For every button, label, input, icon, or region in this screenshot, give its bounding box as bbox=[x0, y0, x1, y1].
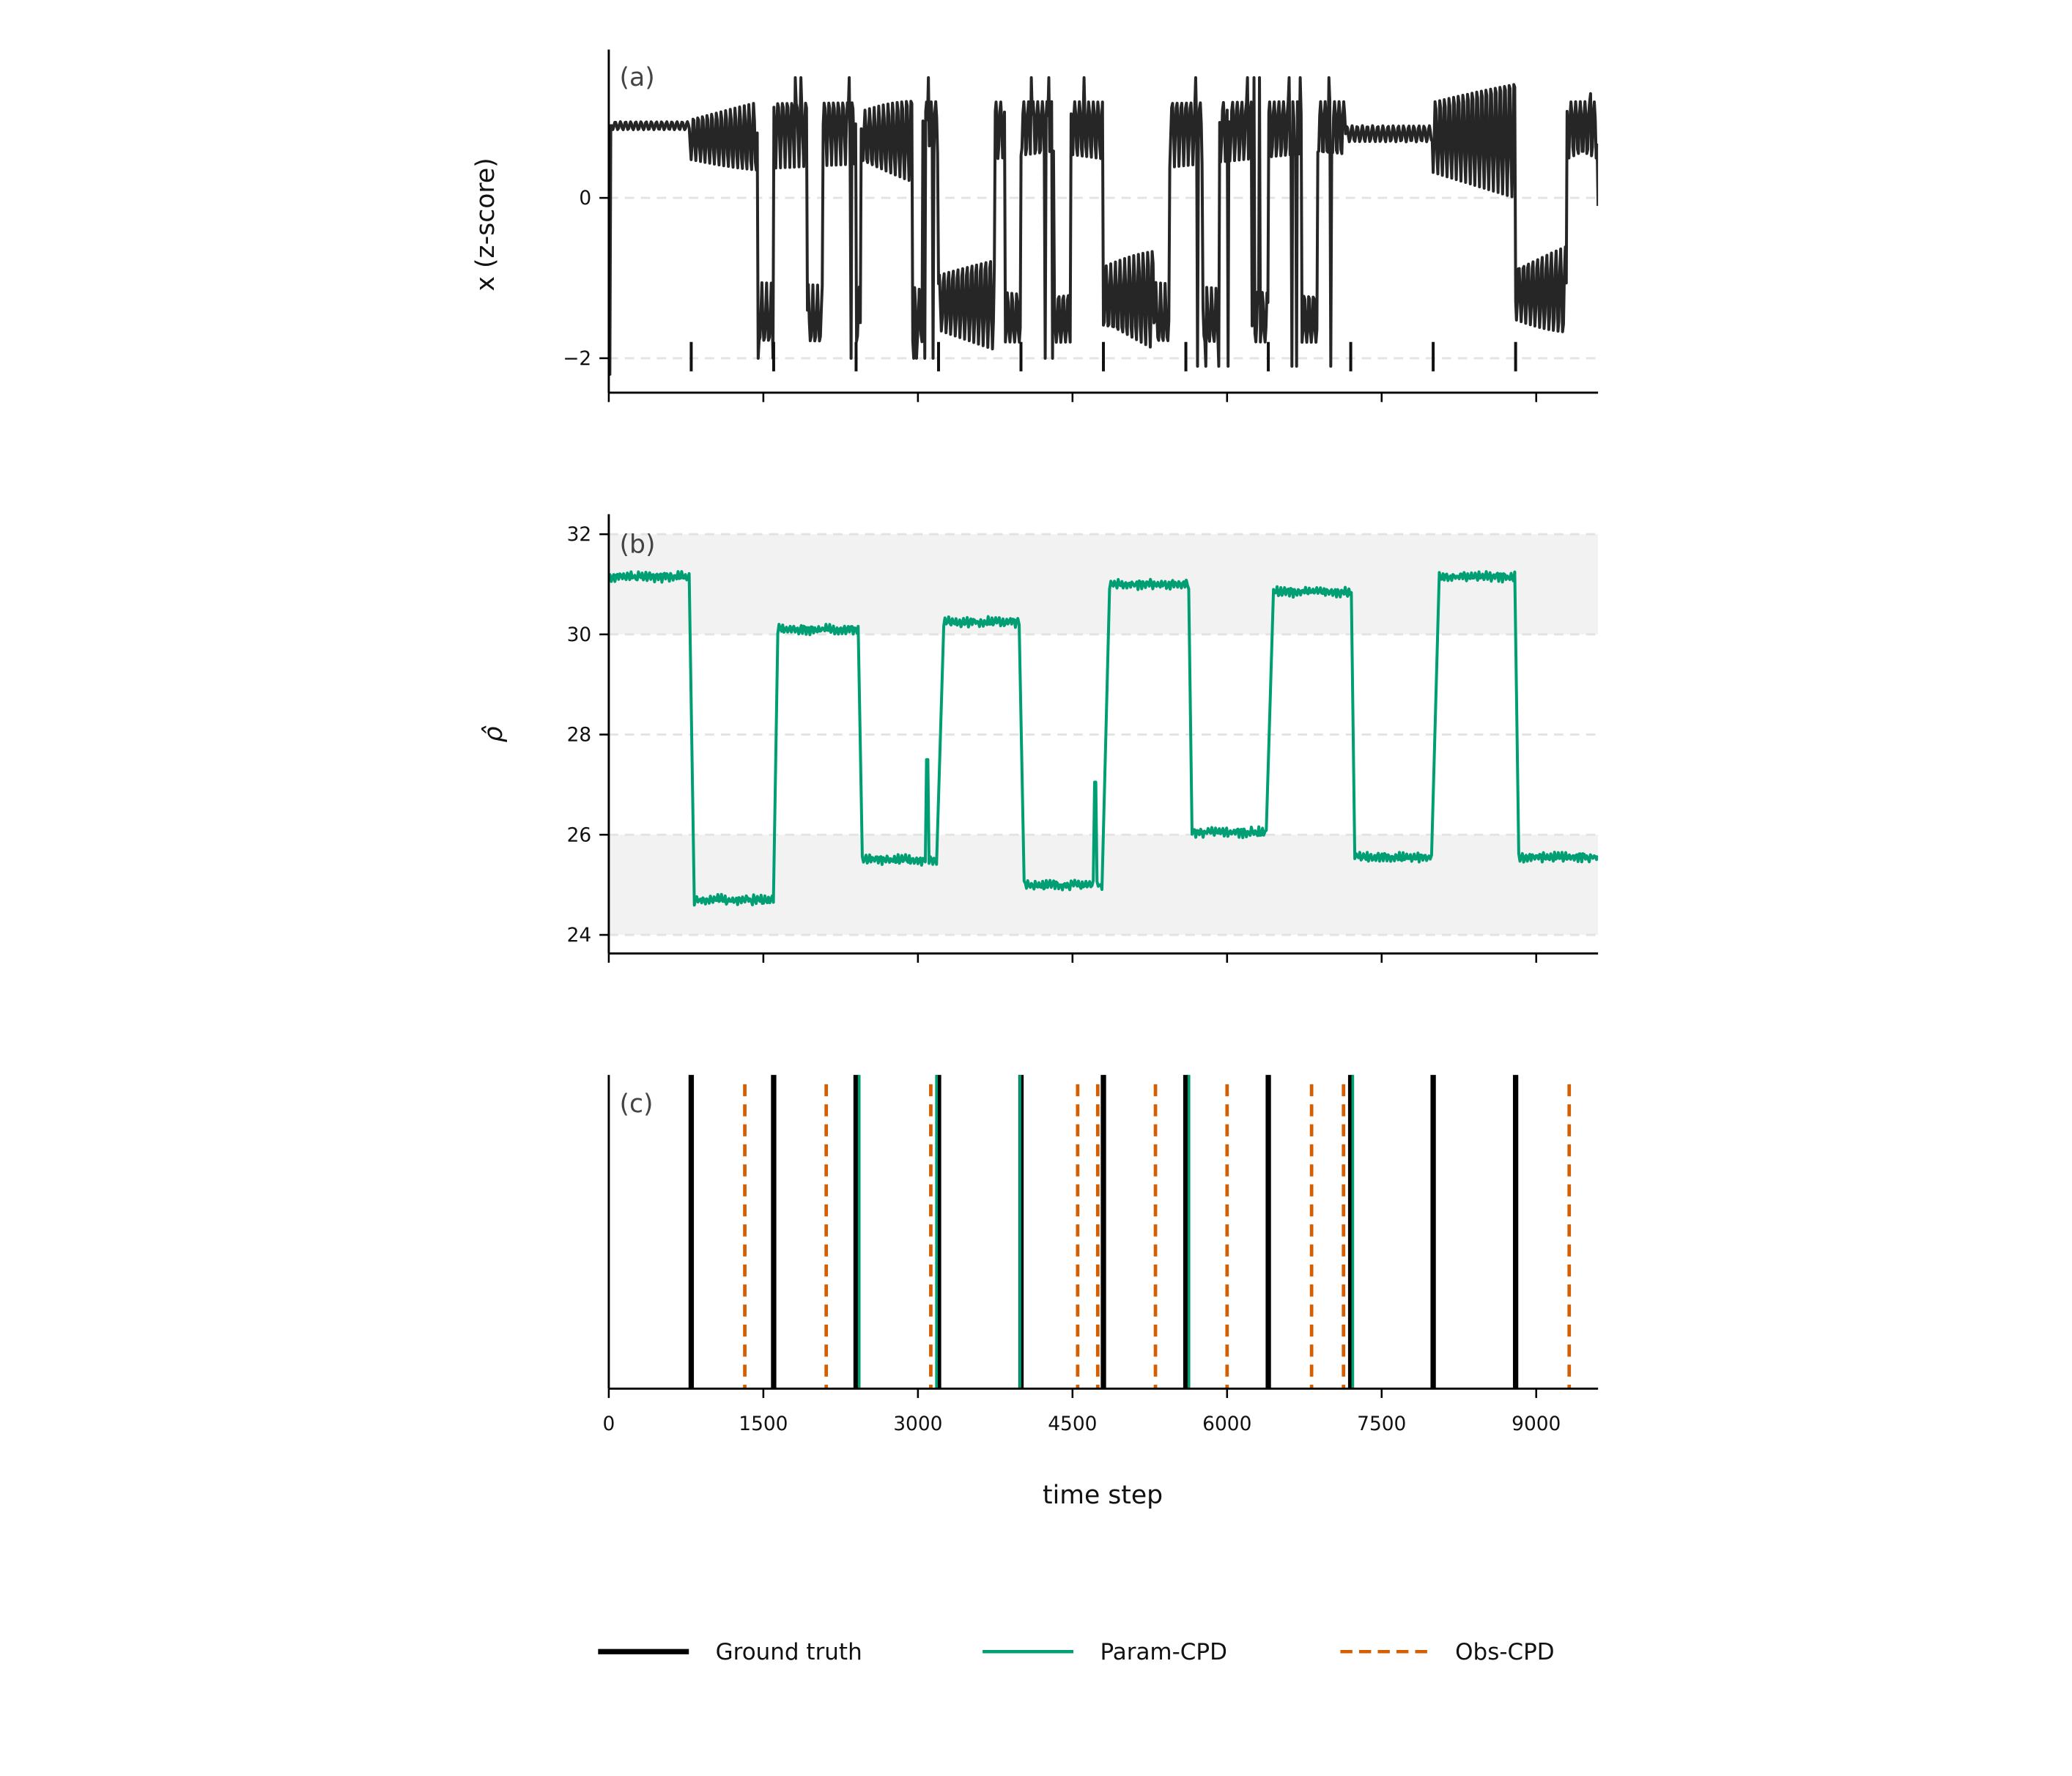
y-tick-label: 0 bbox=[579, 187, 591, 210]
legend-label-ground-truth: Ground truth bbox=[716, 1639, 862, 1665]
shaded-band bbox=[608, 534, 1599, 634]
y-axis-label-b: ρ̂ bbox=[479, 725, 508, 742]
y-axis-label-a: x (z-score) bbox=[471, 158, 500, 291]
legend: Ground truth Param-CPD Obs-CPD bbox=[598, 1639, 1555, 1665]
y-tick-label: −2 bbox=[563, 347, 591, 370]
series-line-rho-hat bbox=[608, 570, 1599, 907]
panel-a: 0 −2 (a) x (z-score) bbox=[471, 49, 1599, 402]
y-tick-label: 24 bbox=[567, 924, 592, 947]
x-tick-label: 7500 bbox=[1357, 1413, 1406, 1435]
x-tick-label: 3000 bbox=[893, 1413, 942, 1435]
x-axis-label: time step bbox=[1043, 1481, 1163, 1510]
legend-label-param-cpd: Param-CPD bbox=[1100, 1639, 1226, 1665]
x-tick-label: 1500 bbox=[739, 1413, 788, 1435]
series-line-x bbox=[608, 75, 1599, 376]
y-tick-label: 28 bbox=[567, 724, 592, 747]
panel-label-a: (a) bbox=[619, 63, 654, 92]
panel-b: 32 30 28 26 24 (b) ρ̂ bbox=[479, 514, 1599, 963]
legend-label-obs-cpd: Obs-CPD bbox=[1455, 1639, 1554, 1665]
panel-c: 0 1500 3000 4500 6000 7500 9000 (c) time step bbox=[603, 1075, 1599, 1510]
x-tick-label: 0 bbox=[603, 1413, 615, 1435]
y-tick-label: 30 bbox=[567, 624, 592, 646]
panel-label-c: (c) bbox=[619, 1089, 653, 1119]
x-tick-label: 6000 bbox=[1202, 1413, 1251, 1435]
y-tick-label: 26 bbox=[567, 824, 592, 846]
x-tick-label: 9000 bbox=[1512, 1413, 1561, 1435]
panel-label-b: (b) bbox=[619, 530, 655, 560]
x-tick-label: 4500 bbox=[1048, 1413, 1097, 1435]
y-tick-label: 32 bbox=[567, 523, 592, 546]
